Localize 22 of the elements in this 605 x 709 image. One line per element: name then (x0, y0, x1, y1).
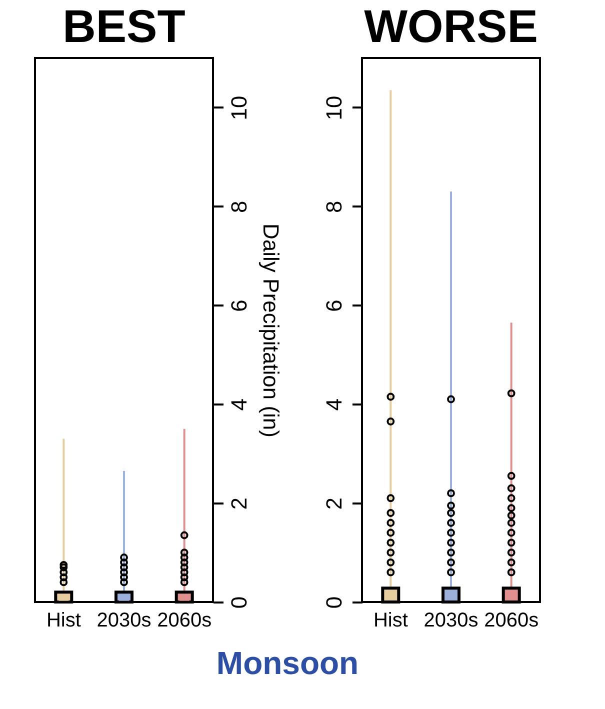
y-tick-label: 8 (322, 200, 346, 213)
y-tick-label: 4 (226, 398, 252, 411)
x-tick-label: Hist (46, 610, 82, 632)
text: Monsoon (216, 645, 359, 681)
chart-title: BEST (62, 0, 186, 52)
y-axis-title: Daily Precipitation (in) (258, 224, 284, 438)
y-tick-label: 2 (226, 497, 252, 510)
x-tick-label: 2030s (424, 610, 478, 632)
chart-title: WORSE (364, 0, 538, 52)
y-tick-label: 6 (226, 300, 252, 312)
y-tick-label: 0 (226, 596, 252, 609)
x-tick-label: 2060s (157, 610, 212, 632)
y-tick-label: 6 (322, 300, 346, 312)
y-tick-label: 10 (226, 96, 252, 120)
y-tick-label: 10 (322, 96, 346, 120)
y-tick-label: 4 (322, 398, 346, 411)
x-tick-label: Hist (373, 610, 408, 632)
x-tick-label: 2030s (96, 610, 152, 632)
y-tick-label: 0 (322, 596, 346, 609)
y-tick-label: 8 (226, 200, 252, 213)
x-tick-label: 2060s (484, 610, 539, 632)
y-tick-label: 2 (322, 497, 346, 510)
